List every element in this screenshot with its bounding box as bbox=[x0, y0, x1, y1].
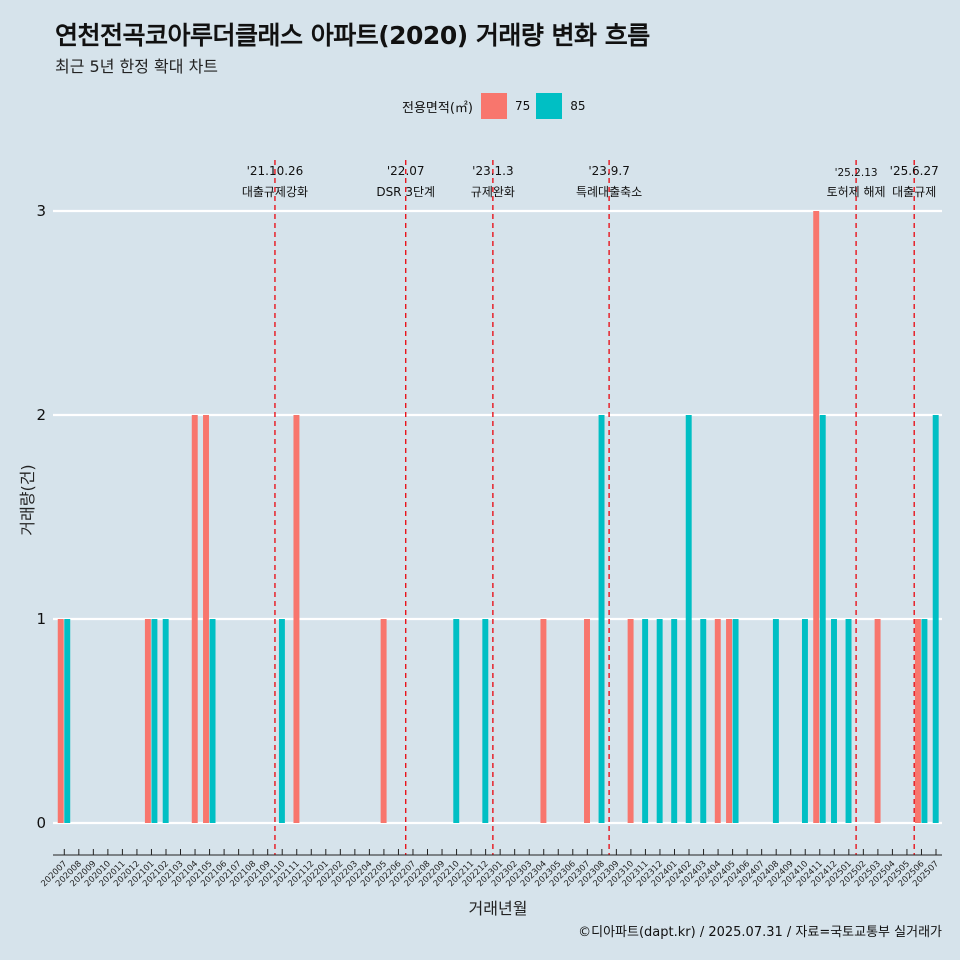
bar-85-202412 bbox=[831, 619, 837, 823]
legend-title: 전용면적(㎡) bbox=[402, 100, 473, 116]
bar-85-202311 bbox=[642, 619, 649, 823]
chart-subtitle: 최근 5년 한정 확대 차트 bbox=[55, 57, 219, 76]
bar-75-202205 bbox=[380, 619, 387, 823]
bar-85-202110 bbox=[278, 619, 285, 823]
bar-75-202105 bbox=[203, 415, 209, 823]
event-label: DSR 3단계 bbox=[376, 185, 435, 199]
y-tick-label: 1 bbox=[36, 610, 46, 628]
bar-75-202506 bbox=[914, 619, 921, 823]
bar-75-202111 bbox=[293, 415, 300, 823]
bar-85-202402 bbox=[685, 415, 692, 823]
legend: 전용면적(㎡) 75 85 bbox=[402, 93, 592, 119]
bar-85-202212 bbox=[482, 619, 489, 823]
bar-75-202304 bbox=[540, 619, 547, 823]
event-label: 대출규제강화 bbox=[242, 185, 308, 199]
event-date: '25.2.13 bbox=[835, 167, 878, 179]
bar-85-202410 bbox=[801, 619, 808, 823]
legend-label-75: 75 bbox=[514, 99, 531, 113]
event-markers: '21.10.26 대출규제강화 '22.07 DSR 3단계 '23.1.3 규제완화 '… bbox=[242, 160, 939, 855]
y-tick-label: 3 bbox=[36, 202, 46, 220]
event-date: '22.07 bbox=[387, 164, 425, 178]
bar-75-202101 bbox=[144, 619, 151, 823]
event-label: 토허제 해제 bbox=[827, 185, 886, 199]
bar-85-202403 bbox=[700, 619, 707, 823]
event-label: 특례대출축소 bbox=[576, 185, 642, 199]
bar-85-202101 bbox=[151, 619, 158, 823]
legend-swatch-75 bbox=[480, 93, 507, 119]
bar-85-202507 bbox=[932, 415, 939, 823]
bar-85-202405 bbox=[732, 619, 739, 823]
bar-85-202411 bbox=[819, 415, 826, 823]
event-date: '25.6.27 bbox=[890, 164, 939, 178]
bar-85-202501 bbox=[845, 619, 852, 823]
event-date: '23.9.7 bbox=[588, 164, 629, 178]
event-label: 규제완화 bbox=[471, 185, 515, 199]
bar-75-202503 bbox=[874, 619, 881, 823]
event-date: '23.1.3 bbox=[472, 164, 513, 178]
source-caption: ©디아파트(dapt.kr) / 2025.07.31 / 자료=국토교통부 실… bbox=[578, 925, 942, 940]
bar-75-202404 bbox=[714, 619, 721, 823]
bar-85-202401 bbox=[671, 619, 678, 823]
bar-75-202007 bbox=[57, 619, 64, 823]
legend-key-85: 85 bbox=[536, 93, 586, 119]
bar-75-202310 bbox=[627, 619, 634, 823]
bar-75-202104 bbox=[191, 415, 198, 823]
x-axis-title: 거래년월 bbox=[469, 899, 528, 918]
bar-85-202308 bbox=[598, 415, 605, 823]
bar-85-202312 bbox=[656, 619, 663, 823]
legend-key-75: 75 bbox=[480, 93, 531, 119]
bar-85-202105 bbox=[209, 619, 216, 823]
bar-75-202411 bbox=[813, 211, 820, 823]
gridlines bbox=[53, 209, 942, 825]
bar-75-202307 bbox=[584, 619, 590, 823]
y-axis: 0 1 2 3 bbox=[36, 202, 46, 832]
event-label: 대출규제 bbox=[892, 185, 936, 199]
bar-85-202408 bbox=[772, 619, 779, 823]
bar-85-202007 bbox=[64, 619, 71, 823]
y-axis-title: 거래량(건) bbox=[18, 464, 37, 535]
chart-title: 연천전곡코아루더클래스 아파트(2020) 거래량 변화 흐름 bbox=[55, 21, 650, 50]
x-axis: 2020072020082020092020102020112020122021… bbox=[39, 849, 942, 889]
y-tick-label: 0 bbox=[36, 814, 46, 832]
event-date: '21.10.26 bbox=[247, 164, 304, 178]
bar-85-202210 bbox=[453, 619, 460, 823]
y-tick-label: 2 bbox=[36, 406, 46, 424]
bar-85-202102 bbox=[162, 619, 169, 823]
legend-label-85: 85 bbox=[570, 99, 586, 113]
bar-85-202506 bbox=[921, 619, 928, 823]
bar-75-202405 bbox=[726, 619, 733, 823]
bars bbox=[57, 211, 939, 823]
legend-swatch-85 bbox=[536, 93, 563, 119]
